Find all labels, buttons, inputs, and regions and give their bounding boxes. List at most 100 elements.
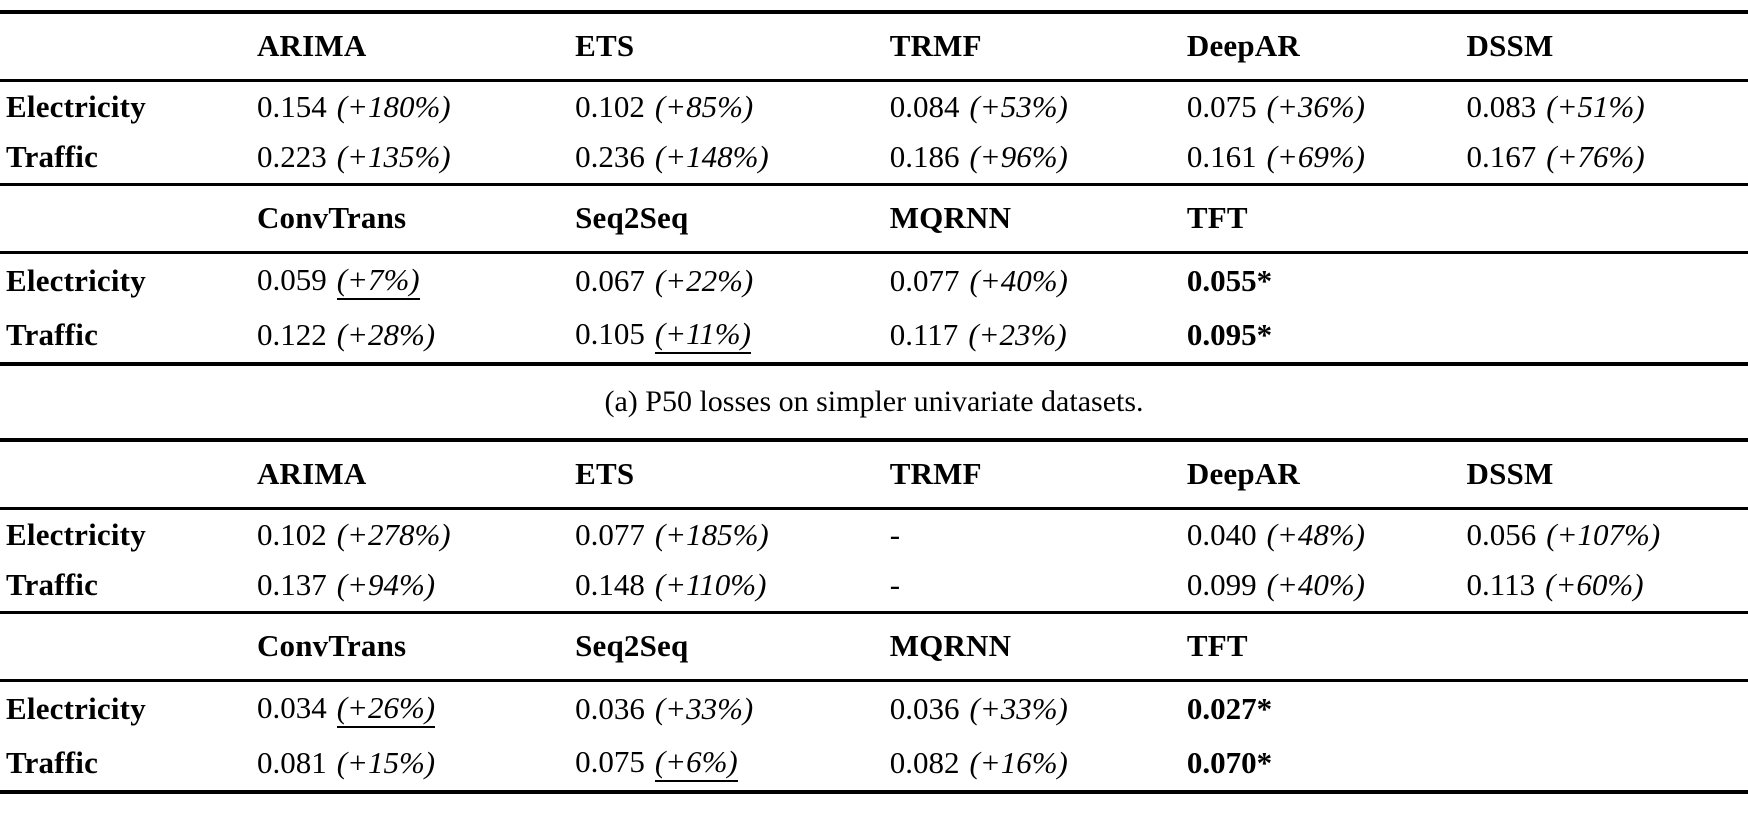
metric-cell: 0.036 (+33%) <box>890 680 1187 736</box>
metric-pct: (+7%) <box>336 263 420 300</box>
metric-pct: (+16%) <box>969 745 1068 780</box>
metric-value: 0.161 <box>1186 139 1257 175</box>
metric-pct: (+69%) <box>1266 139 1365 175</box>
metric-value: 0.081 <box>256 745 327 780</box>
metric-pct: (+15%) <box>336 745 436 780</box>
table-row-traffic: Traffic 0.122 (+28%) 0.105 (+11%) 0.117 (+2… <box>0 308 1748 364</box>
metric-cell: 0.105 (+11%) <box>575 308 890 364</box>
metric-value: 0.236 <box>575 139 645 175</box>
results-table-p50: ARIMA ETS TRMF DeepAR DSSM Electricity 0… <box>0 10 1748 366</box>
header-cell-tft: TFT <box>1186 628 1248 663</box>
metric-cell: 0.236 (+148%) <box>575 132 890 184</box>
metric-value: 0.099 <box>1186 567 1257 603</box>
metric-value: 0.067 <box>575 262 645 298</box>
table-header-row: ARIMA ETS TRMF DeepAR DSSM <box>0 12 1748 80</box>
header-cell-ets: ETS <box>575 456 635 492</box>
row-label: Electricity <box>6 516 146 552</box>
metric-cell: 0.117 (+23%) <box>890 308 1187 364</box>
header-cell-trmf: TRMF <box>889 28 982 64</box>
metric-pct: (+180%) <box>336 88 451 124</box>
metric-value: 0.056 <box>1466 516 1537 552</box>
metric-value: 0.027* <box>1186 690 1273 726</box>
table-row-electricity: Electricity 0.154 (+180%) 0.102 (+85%) 0.0… <box>0 80 1748 132</box>
header-cell-empty <box>1467 612 1748 680</box>
metric-cell: 0.027* <box>1187 680 1467 736</box>
header-cell-empty <box>1467 184 1748 252</box>
table-header-row: ConvTrans Seq2Seq MQRNN TFT <box>0 184 1748 252</box>
metric-pct: (+40%) <box>969 262 1068 298</box>
row-label: Traffic <box>6 567 99 603</box>
metric-pct: (+60%) <box>1545 567 1644 603</box>
metric-cell: 0.186 (+96%) <box>890 132 1187 184</box>
metric-cell: 0.102 (+278%) <box>257 508 575 560</box>
metric-cell: 0.075 (+6%) <box>575 736 890 792</box>
metric-cell: 0.154 (+180%) <box>257 80 575 132</box>
row-label: Electricity <box>6 690 146 726</box>
table-row-traffic: Traffic 0.223 (+135%) 0.236 (+148%) 0.186(… <box>0 132 1748 184</box>
header-cell-dssm: DSSM <box>1466 28 1554 64</box>
metric-pct: (+26%) <box>336 691 436 728</box>
metric-value: 0.077 <box>575 516 645 552</box>
metric-cell: - <box>890 560 1187 612</box>
metric-pct: (+51%) <box>1546 88 1645 124</box>
metric-cell: 0.223 (+135%) <box>257 132 575 184</box>
table-header-row: ConvTrans Seq2Seq MQRNN TFT <box>0 612 1748 680</box>
metric-pct: (+135%) <box>336 139 451 175</box>
metric-value: 0.036 <box>575 690 645 726</box>
metric-pct: (+148%) <box>654 139 769 175</box>
metric-cell: 0.081 (+15%) <box>257 736 575 792</box>
row-label: Electricity <box>6 262 146 298</box>
metric-cell: 0.077 (+185%) <box>575 508 890 560</box>
metric-cell: 0.056 (+107%) <box>1467 508 1748 560</box>
metric-cell: 0.083 (+51%) <box>1467 80 1748 132</box>
metric-value: 0.036 <box>889 690 960 726</box>
metric-value: 0.137 <box>256 567 327 603</box>
table-section-benchmarks-1: ARIMA ETS TRMF DeepAR DSSM Electricity 0… <box>0 12 1748 184</box>
metric-value: 0.077 <box>889 262 960 298</box>
header-cell-seq2seq: Seq2Seq <box>575 200 689 235</box>
metric-value: 0.095* <box>1186 317 1273 352</box>
row-label: Traffic <box>6 745 99 780</box>
metric-value: 0.040 <box>1186 516 1257 552</box>
metric-cell: 0.102 (+85%) <box>575 80 890 132</box>
metric-cell: - <box>890 508 1187 560</box>
metric-value: 0.113 <box>1466 567 1536 603</box>
metric-value: 0.148 <box>575 567 645 603</box>
header-cell-mqrnn: MQRNN <box>889 628 1012 663</box>
row-label: Traffic <box>6 139 99 175</box>
metric-value: 0.075 <box>575 744 645 780</box>
top-margin <box>0 0 1748 10</box>
metric-cell: 0.070* <box>1187 736 1467 792</box>
metric-pct: (+96%) <box>969 139 1068 175</box>
metric-pct: (+6%) <box>654 746 738 782</box>
metric-value: - <box>889 567 901 603</box>
metric-cell: 0.075 (+36%) <box>1187 80 1467 132</box>
metric-value: 0.102 <box>256 516 327 552</box>
table-section-benchmarks-2: ConvTrans Seq2Seq MQRNN TFT Electricity … <box>0 612 1748 792</box>
metric-value: 0.075 <box>1186 88 1257 124</box>
table-row-traffic: Traffic 0.137 (+94%) 0.148 (+110%) - 0.099… <box>0 560 1748 612</box>
metric-value: 0.186 <box>889 139 960 175</box>
metric-cell <box>1467 308 1748 364</box>
row-label: Electricity <box>6 88 146 124</box>
metric-cell: 0.034 (+26%) <box>257 680 575 736</box>
metric-value: 0.122 <box>256 317 327 352</box>
header-cell-empty <box>0 612 257 680</box>
header-cell-mqrnn: MQRNN <box>889 200 1012 235</box>
metric-pct: (+33%) <box>969 690 1068 726</box>
metric-cell: 0.082 (+16%) <box>890 736 1187 792</box>
metric-cell <box>1467 680 1748 736</box>
metric-cell: 0.077 (+40%) <box>890 252 1187 308</box>
metric-pct: (+278%) <box>336 516 451 552</box>
metric-pct: (+36%) <box>1266 88 1365 124</box>
metric-value: 0.105 <box>575 316 645 352</box>
metric-value: 0.034 <box>256 689 327 725</box>
header-cell-ets: ETS <box>575 28 635 64</box>
metric-cell: 0.113 (+60%) <box>1467 560 1748 612</box>
metric-pct: (+22%) <box>654 262 754 298</box>
header-cell-deepar: DeepAR <box>1186 28 1300 64</box>
header-cell-arima: ARIMA <box>256 456 367 492</box>
table-section-benchmarks-2: ConvTrans Seq2Seq MQRNN TFT Electricity … <box>0 184 1748 364</box>
metric-cell: 0.036 (+33%) <box>575 680 890 736</box>
